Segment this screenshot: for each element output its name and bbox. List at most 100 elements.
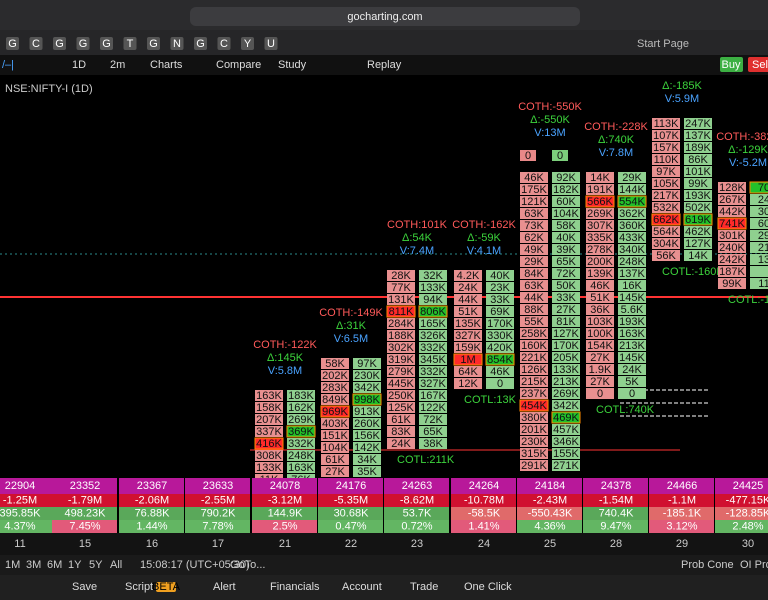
- cell-value: 159K: [455, 342, 481, 354]
- bookmark-label[interactable]: C: [32, 38, 40, 50]
- cell-bg: [586, 352, 614, 363]
- bookmark-icon[interactable]: [6, 37, 19, 50]
- summary-cell: [119, 507, 184, 520]
- beta-label: BETA: [152, 581, 181, 593]
- goto-btn[interactable]: GoTo...: [230, 559, 265, 571]
- interval[interactable]: 1D: [72, 59, 86, 71]
- range-btn[interactable]: 5Y: [89, 559, 103, 571]
- cell-value: 121K: [521, 196, 547, 208]
- buy-btn[interactable]: Buy: [722, 59, 741, 71]
- cell-value: 170K: [553, 340, 579, 352]
- bookmark-icon[interactable]: [29, 37, 43, 50]
- range-btn[interactable]: 3M: [26, 559, 41, 571]
- cell-bg: [519, 399, 549, 412]
- symbol-short[interactable]: /–|: [2, 59, 14, 71]
- cell-bg: [287, 462, 315, 473]
- timeframe[interactable]: 2m: [110, 59, 125, 71]
- cell-value: 49K: [524, 244, 544, 256]
- summary-cell: [384, 494, 449, 507]
- cell-bg: [520, 424, 548, 435]
- cell-bg: [552, 376, 580, 387]
- cell-value: 170K: [487, 318, 513, 330]
- cell-bg: [387, 366, 415, 377]
- sell-btn[interactable]: Sell: [752, 59, 768, 71]
- bookmark-icon[interactable]: [123, 37, 137, 50]
- cell-bg: [353, 382, 381, 393]
- cell-value: 284K: [388, 318, 414, 330]
- start-page[interactable]: Start Page: [637, 38, 689, 50]
- sell-bg[interactable]: [748, 57, 768, 72]
- oi-profile-btn[interactable]: OI Profi: [740, 559, 768, 571]
- toolbar-btn[interactable]: Alert: [213, 581, 236, 593]
- toolbar-btn[interactable]: One Click: [464, 581, 512, 593]
- bookmark-icon[interactable]: [100, 37, 113, 50]
- study-btn[interactable]: Study: [278, 59, 307, 71]
- bookmark-label[interactable]: G: [55, 38, 64, 50]
- cell-bg: [520, 340, 548, 351]
- column-annotation: COTH:-149K: [319, 307, 383, 319]
- bookmark-label[interactable]: N: [173, 38, 181, 50]
- cell-bg: [387, 318, 415, 329]
- bookmark-label[interactable]: Y: [244, 38, 252, 50]
- clock: 15:08:17 (UTC+05:30): [140, 559, 250, 571]
- cell-value: 157K: [653, 142, 679, 154]
- cell-value: 51K: [590, 292, 610, 304]
- summary-cell: [52, 494, 117, 507]
- cell-value: 457K: [553, 424, 579, 436]
- cell-value: 271K: [553, 460, 579, 472]
- bookmark-icon[interactable]: [194, 37, 207, 50]
- bookmark-icon[interactable]: [147, 37, 160, 50]
- date-label: 23: [411, 538, 423, 550]
- url-field[interactable]: [190, 7, 580, 26]
- prob-cone-btn[interactable]: Prob Cone: [681, 559, 734, 571]
- bookmark-icon[interactable]: [53, 37, 66, 50]
- bookmark-label[interactable]: G: [8, 38, 17, 50]
- range-btn[interactable]: 1Y: [68, 559, 82, 571]
- cell-value: 46K: [490, 366, 510, 378]
- bookmark-icon[interactable]: [170, 37, 184, 50]
- column-annotation: COTH:-122K: [253, 339, 317, 351]
- cell-bg: [684, 130, 712, 141]
- cell-bg: [552, 340, 580, 351]
- range-btn[interactable]: 6M: [47, 559, 62, 571]
- summary-cell: [0, 478, 52, 494]
- cell-bg: [520, 316, 548, 327]
- bookmark-icon[interactable]: [76, 37, 90, 50]
- cell-value: 13: [758, 254, 768, 266]
- bookmark-icon[interactable]: [241, 37, 254, 50]
- compare-btn[interactable]: Compare: [216, 59, 261, 71]
- cell-value: 182K: [553, 184, 579, 196]
- toolbar-btn[interactable]: Script: [125, 581, 153, 593]
- cell-bg: [718, 266, 746, 277]
- date-label: 30: [742, 538, 754, 550]
- cell-bg: [419, 354, 447, 365]
- replay-btn[interactable]: Replay: [367, 59, 402, 71]
- cell-value: 201K: [521, 424, 547, 436]
- toolbar-btn[interactable]: Trade: [410, 581, 438, 593]
- cell-value: 291K: [521, 460, 547, 472]
- column-low-note: COTL:-160K: [662, 266, 724, 278]
- summary-value: 30.68K: [334, 507, 370, 519]
- bookmark-icon[interactable]: [217, 37, 231, 50]
- bookmark-icon[interactable]: [264, 37, 278, 50]
- bookmark-label[interactable]: C: [220, 38, 228, 50]
- toolbar-btn[interactable]: Financials: [270, 581, 320, 593]
- bookmark-label[interactable]: G: [102, 38, 111, 50]
- summary-cell: [185, 520, 250, 533]
- bookmark-label[interactable]: G: [196, 38, 205, 50]
- bookmark-label[interactable]: G: [149, 38, 158, 50]
- bookmark-label[interactable]: T: [127, 38, 134, 50]
- toolbar-btn[interactable]: Account: [342, 581, 382, 593]
- charts-btn[interactable]: Charts: [150, 59, 183, 71]
- toolbar-btn[interactable]: Save: [72, 581, 97, 593]
- cell-bg: [520, 376, 548, 387]
- buy-bg[interactable]: [720, 57, 743, 72]
- cell-value: 242K: [719, 254, 745, 266]
- cell-value: 151K: [322, 430, 348, 442]
- bookmark-label[interactable]: U: [267, 38, 275, 50]
- range-btn[interactable]: 1M: [5, 559, 20, 571]
- bookmark-label[interactable]: G: [79, 38, 88, 50]
- cell-bg: [454, 342, 482, 353]
- range-btn[interactable]: All: [110, 559, 122, 571]
- cell-value: 84K: [524, 268, 544, 280]
